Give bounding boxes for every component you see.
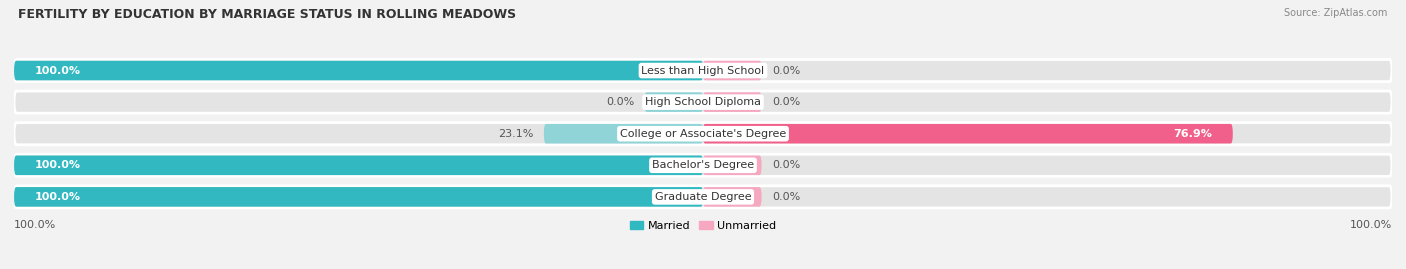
Text: Graduate Degree: Graduate Degree (655, 192, 751, 202)
FancyBboxPatch shape (14, 186, 1392, 208)
Text: Less than High School: Less than High School (641, 66, 765, 76)
Text: 23.1%: 23.1% (498, 129, 533, 139)
Text: 100.0%: 100.0% (35, 66, 80, 76)
Text: Source: ZipAtlas.com: Source: ZipAtlas.com (1284, 8, 1388, 18)
Text: 100.0%: 100.0% (35, 192, 80, 202)
Text: 76.9%: 76.9% (1173, 129, 1212, 139)
Text: FERTILITY BY EDUCATION BY MARRIAGE STATUS IN ROLLING MEADOWS: FERTILITY BY EDUCATION BY MARRIAGE STATU… (18, 8, 516, 21)
Text: 100.0%: 100.0% (14, 220, 56, 230)
FancyBboxPatch shape (544, 124, 703, 143)
FancyBboxPatch shape (644, 92, 703, 112)
Text: 0.0%: 0.0% (606, 97, 634, 107)
Legend: Married, Unmarried: Married, Unmarried (626, 217, 780, 236)
FancyBboxPatch shape (703, 61, 762, 80)
FancyBboxPatch shape (14, 187, 703, 207)
FancyBboxPatch shape (14, 155, 703, 175)
Text: College or Associate's Degree: College or Associate's Degree (620, 129, 786, 139)
FancyBboxPatch shape (14, 154, 1392, 176)
Text: High School Diploma: High School Diploma (645, 97, 761, 107)
FancyBboxPatch shape (14, 123, 1392, 145)
FancyBboxPatch shape (703, 187, 762, 207)
Text: 0.0%: 0.0% (772, 97, 800, 107)
Text: 100.0%: 100.0% (1350, 220, 1392, 230)
FancyBboxPatch shape (703, 155, 762, 175)
FancyBboxPatch shape (703, 92, 762, 112)
Text: 100.0%: 100.0% (35, 160, 80, 170)
Text: 0.0%: 0.0% (772, 160, 800, 170)
FancyBboxPatch shape (14, 59, 1392, 82)
FancyBboxPatch shape (703, 124, 1233, 143)
Text: Bachelor's Degree: Bachelor's Degree (652, 160, 754, 170)
FancyBboxPatch shape (14, 61, 703, 80)
Text: 0.0%: 0.0% (772, 66, 800, 76)
Text: 0.0%: 0.0% (772, 192, 800, 202)
FancyBboxPatch shape (14, 91, 1392, 113)
